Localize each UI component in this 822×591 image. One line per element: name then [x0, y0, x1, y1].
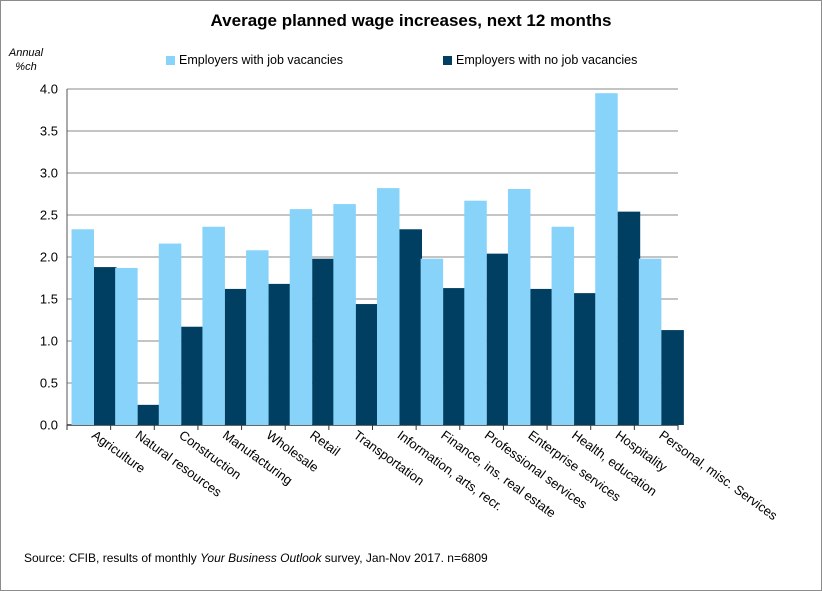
- bar-no-vacancies: [181, 326, 204, 425]
- y-tick-label: 4.0: [40, 82, 58, 97]
- bar-vacancies: [202, 226, 225, 425]
- bar-no-vacancies: [486, 253, 510, 425]
- source-italic: Your Business Outlook: [200, 551, 322, 565]
- bar-vacancies: [158, 243, 182, 425]
- chart-title: Average planned wage increases, next 12 …: [210, 11, 612, 30]
- y-axis-label: Annual %ch: [4, 46, 48, 74]
- bar-vacancies: [333, 204, 356, 425]
- bar-no-vacancies: [268, 283, 292, 425]
- bar-vacancies: [595, 93, 618, 425]
- legend-swatch-vacancies: [166, 55, 175, 65]
- source-note: Source: CFIB, results of monthly Your Bu…: [24, 551, 488, 565]
- y-tick-label: 2.0: [40, 250, 58, 265]
- legend-item-vacancies: Employers with job vacancies: [166, 53, 343, 67]
- bar-vacancies: [115, 267, 138, 425]
- bar-no-vacancies: [355, 304, 379, 425]
- bar-vacancies: [638, 258, 662, 425]
- bar-no-vacancies: [224, 288, 248, 425]
- y-tick-label: 0.0: [40, 418, 58, 433]
- bar-vacancies: [420, 258, 444, 425]
- bar-vacancies: [71, 229, 94, 425]
- y-tick-label: 0.5: [40, 376, 58, 391]
- bar-vacancies: [507, 188, 531, 425]
- source-prefix: Source: CFIB, results of monthly: [24, 551, 201, 565]
- legend-swatch-no-vacancies: [443, 55, 452, 65]
- y-axis-label-line1: Annual: [8, 47, 44, 59]
- source-suffix: survey, Jan-Nov 2017. n=6809: [321, 551, 488, 565]
- y-tick-label: 1.0: [40, 334, 58, 349]
- bar-no-vacancies: [617, 211, 641, 425]
- bar-no-vacancies: [312, 258, 335, 425]
- bar-no-vacancies: [574, 293, 597, 425]
- y-tick-label: 3.5: [40, 124, 58, 139]
- bar-no-vacancies: [137, 404, 161, 425]
- legend-item-no-vacancies: Employers with no job vacancies: [443, 53, 637, 67]
- bar-vacancies: [289, 209, 313, 425]
- y-axis-label-line2: %ch: [15, 61, 37, 73]
- bar-no-vacancies: [94, 267, 117, 425]
- legend-label-vacancies: Employers with job vacancies: [179, 53, 343, 67]
- bar-vacancies: [464, 200, 487, 425]
- bar-no-vacancies: [443, 288, 466, 425]
- bar-no-vacancies: [399, 229, 422, 425]
- bar-vacancies: [377, 188, 400, 425]
- x-category-label: Retail: [307, 427, 343, 459]
- y-tick-label: 2.5: [40, 208, 58, 223]
- bar-vacancies: [246, 250, 269, 425]
- x-category-label: Personal, misc. Services: [656, 427, 780, 523]
- bar-no-vacancies: [530, 288, 553, 425]
- bar-no-vacancies: [661, 330, 684, 425]
- y-tick-label: 3.0: [40, 166, 58, 181]
- y-tick-label: 1.5: [40, 292, 58, 307]
- bar-vacancies: [551, 226, 575, 425]
- legend-label-no-vacancies: Employers with no job vacancies: [456, 53, 638, 67]
